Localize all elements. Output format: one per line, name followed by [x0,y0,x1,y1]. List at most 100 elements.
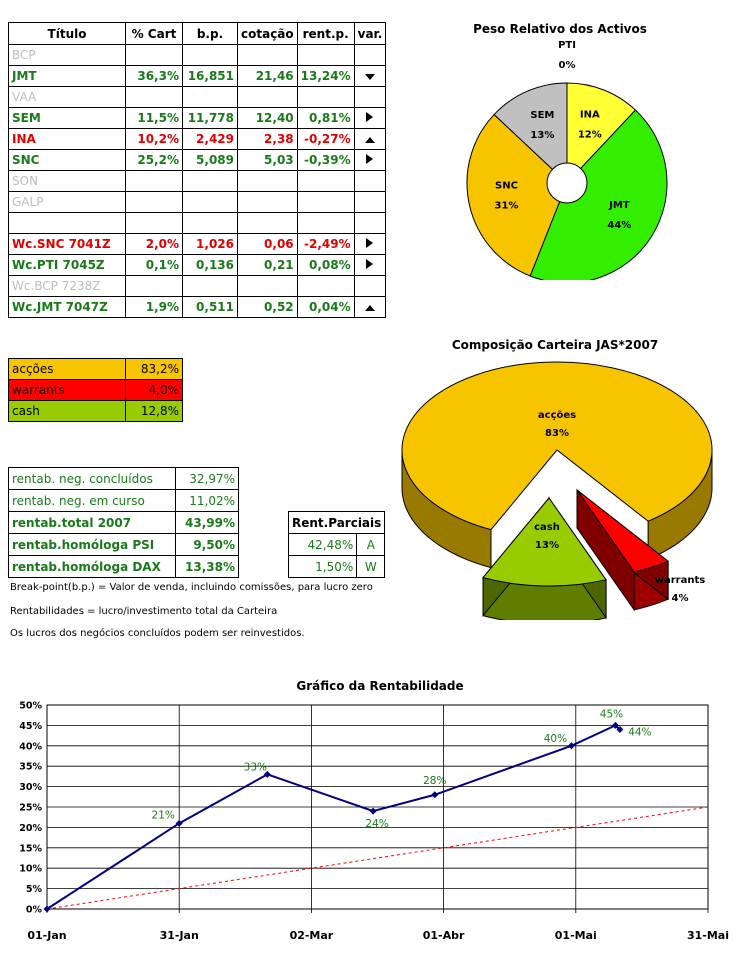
pie3d-label: warrants [655,575,705,586]
data-label: 44% [628,726,651,738]
holding-rent-p: -0,27% [296,128,355,150]
rentab-label: rentab.homóloga DAX [8,555,176,578]
pie-slice-snc [466,113,568,277]
holding-bp: 1,026 [182,233,238,255]
holding-rent-p [296,44,355,66]
data-point [43,905,51,913]
pie3d-slice-warrants [576,488,670,612]
table-row: Wc.PTI 7045Z 0,1% 0,136 0,21 0,08% [8,254,387,276]
holding-var [353,65,387,87]
holding-pct-cart: 11,5% [125,107,183,129]
holding-rent-p [296,212,355,234]
holding-pct-cart [125,170,183,192]
holding-bp [182,170,238,192]
data-point [175,819,183,827]
holding-title: GALP [8,191,126,213]
data-point [263,770,271,778]
table-row: acções 83,2% [8,358,183,380]
table-row: JMT 36,3% 16,851 21,46 13,24% [8,65,387,87]
table-row: Wc.JMT 7047Z 1,9% 0,511 0,52 0,04% [8,296,387,318]
y-tick-label: 50% [19,701,42,712]
comp-label: cash [8,400,126,422]
pie-slice-value: 44% [607,220,631,231]
holding-title: JMT [8,65,126,87]
y-tick-label: 0% [26,905,43,916]
rentab-label: rentab.total 2007 [8,511,176,534]
holding-cotacao: 21,46 [237,65,298,87]
holding-pct-cart [125,44,183,66]
parciais-tag: W [356,555,386,578]
holding-pct-cart: 1,9% [125,296,183,318]
holding-bp [182,191,238,213]
comp-value: 12,8% [125,400,183,422]
table-row: GALP [8,191,387,213]
note-break-point: Break-point(b.p.) = Valor de venda, incl… [10,582,373,593]
y-tick-label: 20% [19,823,42,834]
holding-pct-cart: 0,1% [125,254,183,276]
line-chart-title: Gráfico da Rentabilidade [296,679,464,693]
holding-var [353,44,387,66]
data-point [616,725,624,733]
holding-var [353,275,387,297]
table-row: INA 10,2% 2,429 2,38 -0,27% [8,128,387,150]
pie3d-label: acções [538,410,576,421]
x-tick-label: 01-Abr [423,929,465,942]
y-tick-label: 5% [26,884,43,895]
pie-slice-label: INA [580,109,600,120]
holding-title: BCP [8,44,126,66]
holding-title: INA [8,128,126,150]
data-label: 45% [600,708,623,720]
table-row [8,212,387,234]
pie-slice-value: 13% [530,130,554,141]
comp-value: 4,0% [125,379,183,401]
holding-cotacao [237,170,298,192]
holding-bp [182,275,238,297]
holding-rent-p: 0,04% [296,296,355,318]
data-label: 33% [244,761,267,773]
holding-var [353,212,387,234]
table-row: rentab. neg. concluídos 32,97% [8,467,239,490]
holding-pct-cart: 2,0% [125,233,183,255]
holding-cotacao [237,191,298,213]
holding-title: VAA [8,86,126,108]
parciais-tag: A [356,533,386,556]
pie-slice-ina [566,82,637,185]
pie-slice-value: 31% [495,201,519,212]
holding-cotacao: 0,06 [237,233,298,255]
y-tick-label: 45% [19,721,42,732]
rentab-value: 32,97% [175,467,239,490]
holding-title: SNC [8,149,126,171]
holding-rent-p: 0,08% [296,254,355,276]
holding-bp: 16,851 [182,65,238,87]
holding-pct-cart: 25,2% [125,149,183,171]
x-tick-label: 31-Mai [687,929,729,942]
holding-rent-p [296,86,355,108]
holding-title: Wc.BCP 7238Z [8,275,126,297]
pie-slice-label: SNC [495,181,518,192]
x-tick-label: 31-Jan [160,929,199,942]
table-row: SNC 25,2% 5,089 5,03 -0,39% [8,149,387,171]
pie-slice-sem [493,82,568,185]
data-label: 28% [423,775,446,787]
note-rentabilidades: Rentabilidades = lucro/investimento tota… [10,606,278,617]
header-var: var. [353,22,387,45]
holding-pct-cart: 36,3% [125,65,183,87]
pie-slice-value: 12% [578,129,602,140]
holding-rent-p [296,191,355,213]
holding-bp: 11,778 [182,107,238,129]
rentab-table: rentab. neg. concluídos 32,97% rentab. ne… [8,467,239,578]
pie3d-value: 83% [545,428,569,439]
table-row: 1,50% W [287,555,386,578]
holding-var [353,296,387,318]
holding-var [353,128,387,150]
holding-bp: 2,429 [182,128,238,150]
comp-value: 83,2% [125,358,183,380]
comp-label: acções [8,358,126,380]
table-row: rentab.homóloga DAX 13,38% [8,555,239,578]
arrow-right-icon [366,238,374,248]
x-tick-label: 01-Jan [27,929,66,942]
arrow-down-icon [364,74,375,80]
holding-rent-p: -2,49% [296,233,355,255]
y-tick-label: 40% [19,741,42,752]
holding-var [353,170,387,192]
